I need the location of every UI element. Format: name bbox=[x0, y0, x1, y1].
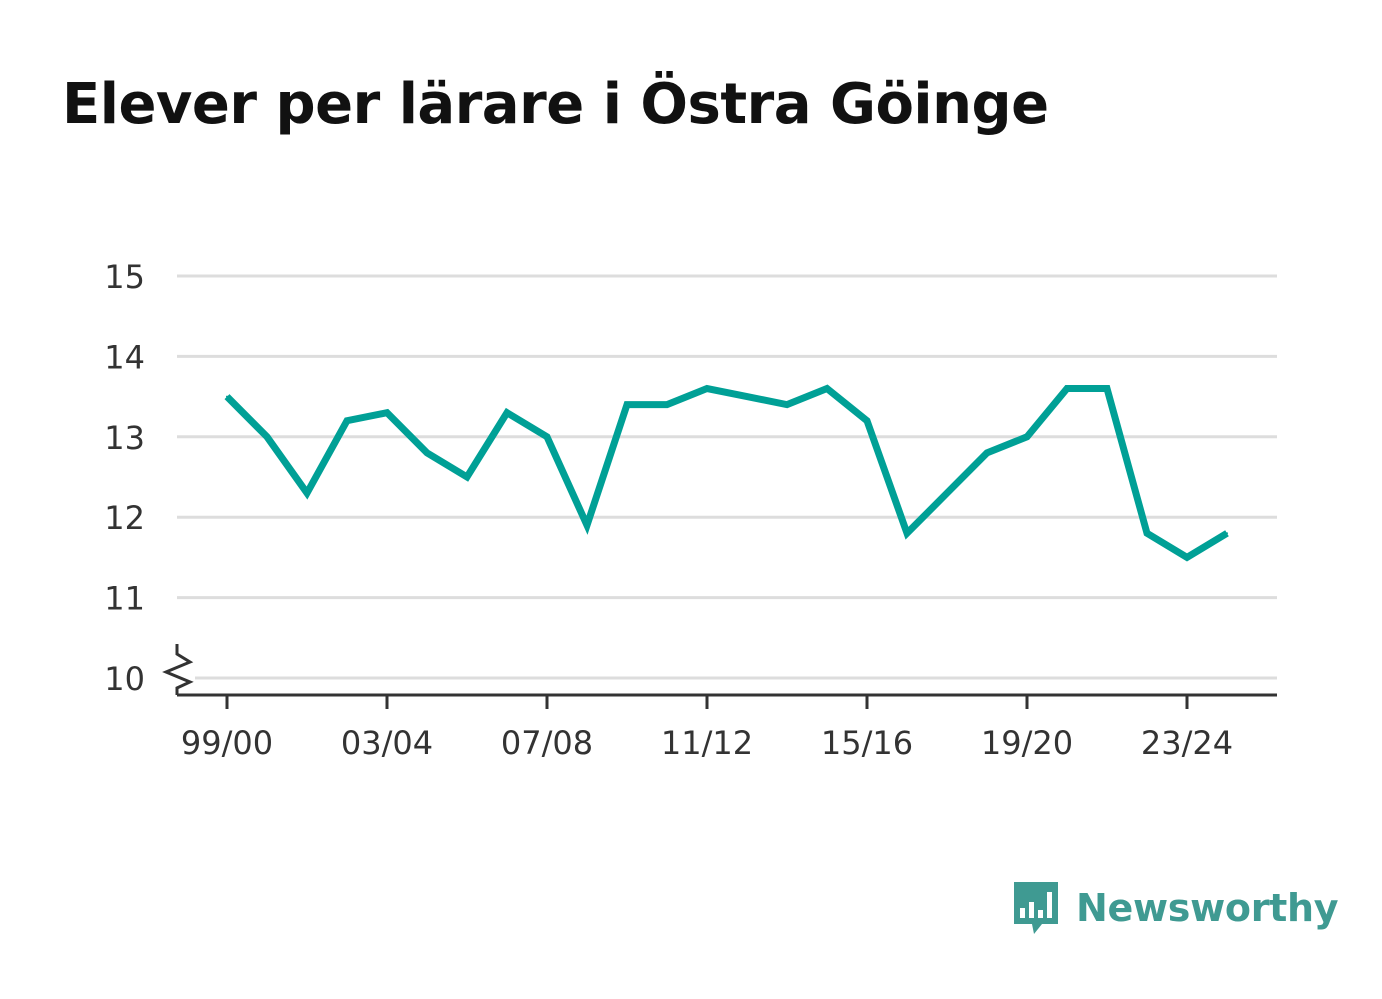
data-point bbox=[306, 492, 308, 495]
data-point bbox=[266, 435, 268, 438]
x-tick-label: 11/12 bbox=[661, 724, 753, 762]
data-point bbox=[226, 395, 228, 398]
data-point bbox=[546, 435, 548, 438]
series-line bbox=[224, 384, 1229, 562]
y-tick-label: 10 bbox=[104, 660, 145, 698]
x-tick-label: 23/24 bbox=[1141, 724, 1233, 762]
data-point bbox=[1106, 387, 1108, 390]
y-axis: 10 11 12 13 14 15 bbox=[104, 258, 194, 698]
chart-title: Elever per lärare i Östra Göinge bbox=[62, 72, 1049, 137]
y-tick-label: 14 bbox=[104, 338, 145, 376]
data-point bbox=[386, 411, 388, 414]
y-axis-break bbox=[162, 644, 194, 695]
brand-name: Newsworthy bbox=[1076, 886, 1339, 930]
data-point bbox=[426, 451, 428, 454]
data-point bbox=[786, 403, 788, 406]
y-tick-label: 12 bbox=[104, 499, 145, 537]
data-point bbox=[946, 492, 948, 495]
data-point bbox=[586, 524, 588, 527]
x-tick-label: 15/16 bbox=[821, 724, 913, 762]
data-point bbox=[1026, 435, 1028, 438]
data-point bbox=[866, 419, 868, 422]
x-tick-label: 07/08 bbox=[501, 724, 593, 762]
gridlines bbox=[177, 274, 1277, 680]
x-tick-label: 19/20 bbox=[981, 724, 1073, 762]
data-point bbox=[466, 476, 468, 478]
y-tick-label: 13 bbox=[104, 419, 145, 457]
data-point bbox=[746, 395, 748, 398]
series-layer bbox=[224, 384, 1229, 562]
data-point bbox=[666, 403, 668, 406]
data-point bbox=[506, 411, 508, 414]
data-point bbox=[1146, 532, 1148, 535]
x-tick-label: 99/00 bbox=[181, 724, 273, 762]
x-tick-label: 03/04 bbox=[341, 724, 433, 762]
newsworthy-logo: Newsworthy bbox=[1010, 878, 1339, 938]
data-point bbox=[1226, 532, 1228, 535]
data-point bbox=[1186, 556, 1188, 559]
x-axis: 99/00 03/04 07/08 11/12 15/16 19/20 23/24 bbox=[177, 693, 1277, 762]
data-point bbox=[1066, 387, 1068, 390]
data-point bbox=[346, 419, 348, 422]
y-tick-label: 15 bbox=[104, 258, 145, 296]
data-point bbox=[986, 451, 988, 454]
data-point bbox=[826, 387, 828, 390]
data-point bbox=[906, 532, 908, 535]
bar-chart-speech-bubble-icon bbox=[1014, 882, 1058, 934]
data-point bbox=[706, 387, 708, 390]
data-point bbox=[626, 403, 628, 406]
y-tick-label: 11 bbox=[104, 580, 145, 618]
